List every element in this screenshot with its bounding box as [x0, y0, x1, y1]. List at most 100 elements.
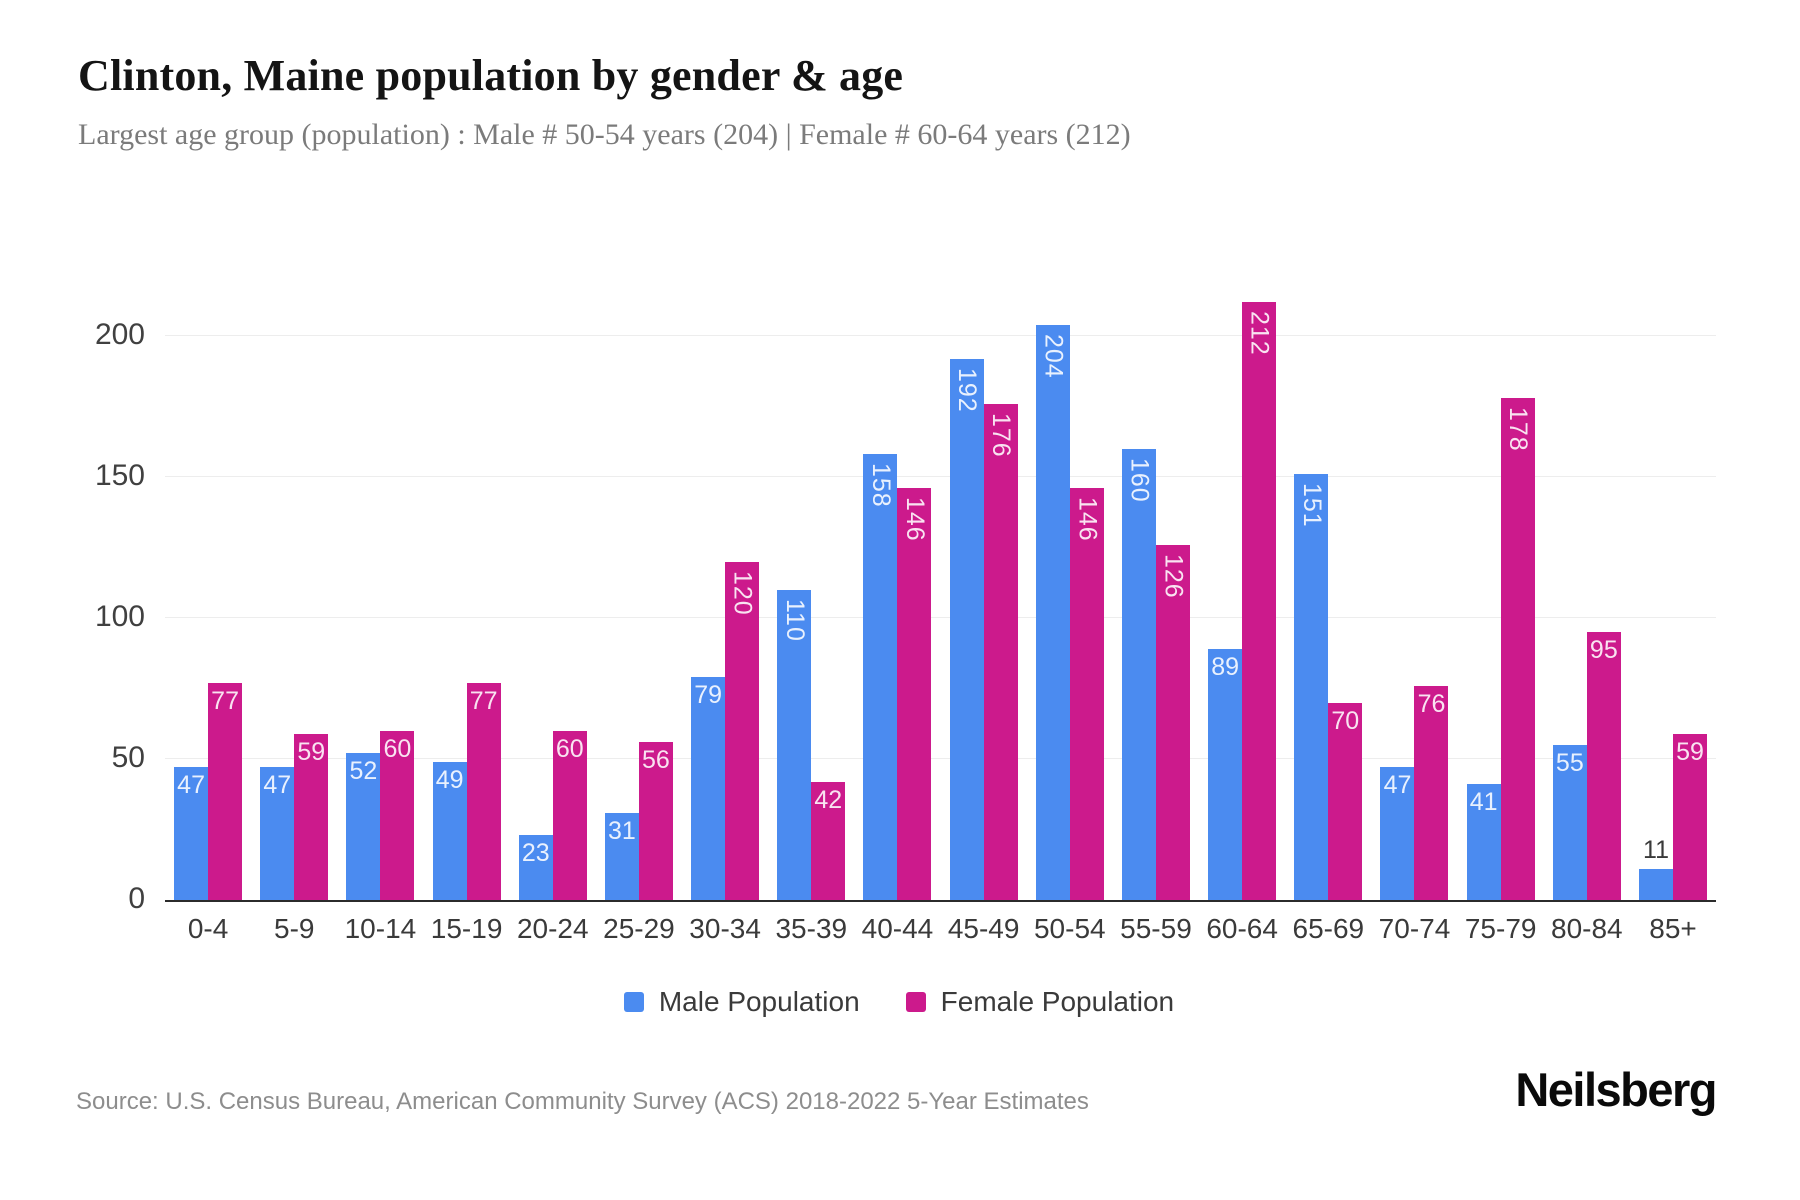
value-label: 176	[987, 413, 1016, 458]
bar-male-10-14[interactable]: 52	[346, 753, 381, 900]
value-label: 41	[1469, 788, 1498, 816]
bar-female-0-4[interactable]: 77	[208, 683, 243, 900]
bar-group-55-59: 160 126	[1113, 275, 1199, 900]
value-label: 110	[780, 599, 809, 642]
value-label: 11	[1643, 836, 1669, 864]
bar-group-35-39: 110 42	[768, 275, 854, 900]
bar-male-25-29[interactable]: 31	[604, 813, 639, 900]
x-axis-labels: 0-4 5-9 10-14 15-19 20-24 25-29 30-34 35-39 40-4…	[165, 913, 1716, 945]
bar-male-85+[interactable]: 11	[1639, 838, 1673, 900]
x-tick-label-80-84: 80-84	[1551, 913, 1623, 944]
bar-group-5-9: 47 59	[251, 275, 337, 900]
value-label: 160	[1125, 458, 1154, 503]
bar-group-25-29: 31 56	[596, 275, 682, 900]
legend-item-female[interactable]: Female Population	[905, 986, 1175, 1018]
bar-female-50-54[interactable]: 146	[1069, 488, 1104, 900]
value-label: 47	[1383, 771, 1412, 799]
bar-group-10-14: 52 60	[337, 275, 423, 900]
value-label: 146	[900, 497, 929, 542]
value-label: 95	[1589, 636, 1618, 664]
bar-female-85+[interactable]: 59	[1673, 734, 1707, 900]
bar-group-65-69: 151 70	[1285, 275, 1371, 900]
bar-male-65-69[interactable]: 151	[1294, 474, 1329, 900]
bar-female-5-9[interactable]: 59	[294, 734, 329, 900]
bar-male-35-39[interactable]: 110	[777, 590, 812, 900]
bar-group-50-54: 204 146	[1027, 275, 1113, 900]
value-label: 56	[642, 746, 670, 774]
value-label: 59	[1676, 738, 1704, 766]
bar-female-80-84[interactable]: 95	[1586, 632, 1621, 900]
value-label: 47	[263, 771, 292, 799]
x-tick-label-45-49: 45-49	[947, 913, 1020, 944]
value-label: 52	[349, 757, 378, 785]
bar-female-35-39[interactable]: 42	[811, 782, 846, 900]
value-label: 70	[1331, 707, 1360, 735]
bar-female-40-44[interactable]: 146	[897, 488, 932, 900]
x-tick-label-50-54: 50-54	[1033, 913, 1106, 944]
legend-item-male[interactable]: Male Population	[623, 986, 860, 1018]
y-tick-label-50: 50	[111, 741, 145, 774]
bar-female-25-29[interactable]: 56	[638, 742, 673, 900]
x-tick-label-40-44: 40-44	[861, 913, 934, 944]
bar-female-15-19[interactable]: 77	[466, 683, 501, 900]
value-label: 76	[1417, 690, 1446, 718]
chart-title: Clinton, Maine population by gender & ag…	[78, 51, 904, 100]
bar-male-80-84[interactable]: 55	[1552, 745, 1587, 900]
x-tick-label-25-29: 25-29	[603, 913, 675, 944]
x-tick-label-15-19: 15-19	[430, 913, 503, 944]
bar-male-5-9[interactable]: 47	[260, 767, 295, 900]
legend-label-female: Female Population	[940, 986, 1175, 1017]
y-tick-label-200: 200	[94, 318, 145, 351]
gridline-150	[165, 476, 1716, 477]
bars-layer: 47 77 47 59 52 60 49 77 23 60 31 56 79 120 110 42 158 146…	[165, 275, 1716, 900]
x-tick-label-75-79: 75-79	[1464, 913, 1537, 944]
value-label: 49	[435, 766, 464, 794]
value-label: 55	[1555, 749, 1584, 777]
bar-female-65-69[interactable]: 70	[1328, 703, 1363, 900]
chart-subtitle: Largest age group (population) : Male # …	[78, 118, 1131, 151]
value-label: 212	[1245, 311, 1274, 356]
bar-female-70-74[interactable]: 76	[1414, 686, 1449, 900]
bar-male-15-19[interactable]: 49	[432, 762, 467, 900]
value-label: 192	[953, 368, 982, 413]
bar-male-70-74[interactable]: 47	[1380, 767, 1415, 900]
bar-female-75-79[interactable]: 178	[1500, 398, 1535, 900]
bar-male-30-34[interactable]: 79	[691, 677, 726, 900]
legend-swatch-male	[623, 992, 644, 1012]
source-text: Source: U.S. Census Bureau, American Com…	[76, 1088, 1089, 1115]
gridline-50	[165, 758, 1716, 759]
bar-group-0-4: 47 77	[165, 275, 251, 900]
x-tick-label-20-24: 20-24	[516, 913, 589, 944]
bar-female-60-64[interactable]: 212	[1242, 302, 1277, 900]
bar-male-75-79[interactable]: 41	[1466, 784, 1501, 900]
bar-male-50-54[interactable]: 204	[1035, 325, 1070, 900]
bar-male-55-59[interactable]: 160	[1121, 449, 1156, 900]
bar-female-10-14[interactable]: 60	[380, 731, 415, 900]
value-label: 77	[469, 687, 498, 715]
bar-female-55-59[interactable]: 126	[1155, 545, 1190, 900]
x-tick-label-60-64: 60-64	[1206, 913, 1278, 944]
bar-group-75-79: 41 178	[1458, 275, 1544, 900]
x-tick-label-70-74: 70-74	[1378, 913, 1451, 944]
legend: Male Population Female Population	[82, 986, 1716, 1018]
legend-swatch-female	[905, 992, 926, 1012]
bar-male-0-4[interactable]: 47	[174, 767, 209, 900]
x-tick-label-10-14: 10-14	[344, 913, 417, 944]
value-label: 126	[1159, 554, 1188, 599]
value-label: 77	[211, 687, 239, 715]
value-label: 60	[555, 735, 584, 763]
bar-group-70-74: 47 76	[1371, 275, 1457, 900]
bar-male-20-24[interactable]: 23	[518, 835, 553, 900]
bar-female-45-49[interactable]: 176	[983, 404, 1018, 900]
bar-male-40-44[interactable]: 158	[863, 454, 898, 900]
x-tick-label-35-39: 35-39	[775, 913, 848, 944]
value-label: 204	[1039, 334, 1068, 379]
bar-female-20-24[interactable]: 60	[552, 731, 587, 900]
plot-area: 0 50 100 150 200 47 77 47 59 52 60 49 77 23 60 31 56 79 1…	[95, 275, 1716, 915]
bar-male-45-49[interactable]: 192	[949, 359, 984, 900]
x-tick-label-55-59: 55-59	[1120, 913, 1192, 944]
y-tick-label-150: 150	[94, 459, 145, 492]
value-label: 158	[866, 463, 895, 508]
bar-female-30-34[interactable]: 120	[725, 562, 760, 900]
bar-male-60-64[interactable]: 89	[1208, 649, 1243, 900]
